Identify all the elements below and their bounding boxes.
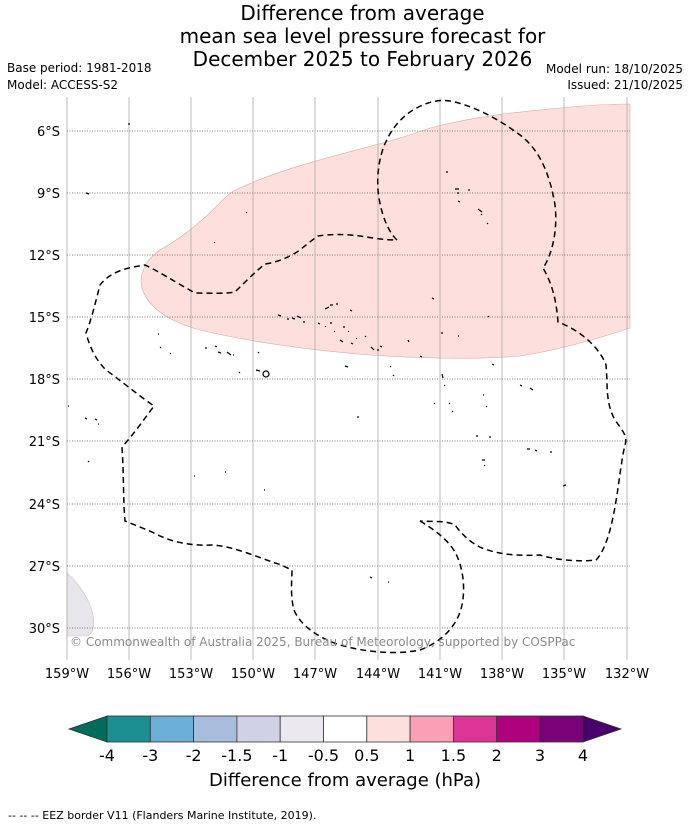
cb-label-4: -1.5: [221, 746, 252, 765]
lat-label-15s: 15°S: [29, 311, 60, 326]
lon-label-135w: 135°W: [542, 667, 586, 682]
cb-label-12: 4: [578, 746, 588, 765]
lat-label-27s: 27°S: [29, 560, 60, 575]
colorbar-bin-8: [409, 715, 454, 743]
colorbar: [67, 715, 623, 743]
eez-footnote: -- -- -- EEZ border V11 (Flanders Marine…: [8, 809, 317, 822]
cb-label-1: -4: [99, 746, 115, 765]
title-line-3: December 2025 to February 2026: [192, 47, 533, 71]
latitude-labels: 6°S 9°S 12°S 15°S 18°S 21°S 24°S 27°S 30…: [29, 125, 60, 637]
cb-label-7: 0.5: [354, 746, 379, 765]
cb-label-5: -1: [272, 746, 288, 765]
colorbar-bin-9: [452, 715, 498, 743]
colorbar-labels: -4 -3 -2 -1.5 -1 -0.5 0.5 1 1.5 2 3 4: [99, 746, 588, 765]
lat-label-9s: 9°S: [37, 187, 60, 202]
colorbar-bin-11: [539, 715, 584, 743]
lat-label-6s: 6°S: [37, 125, 60, 140]
cb-label-11: 3: [535, 746, 545, 765]
colorbar-bin-6: [323, 715, 368, 743]
lat-label-18s: 18°S: [29, 373, 60, 388]
colorbar-bin-3: [193, 715, 238, 743]
lon-label-159w: 159°W: [45, 667, 89, 682]
longitude-labels: 159°W 156°W 153°W 150°W 147°W 144°W 141°…: [45, 667, 649, 682]
colorbar-bin-2: [149, 715, 195, 743]
colorbar-bin-4: [236, 715, 281, 743]
colorbar-under-arrow: [67, 715, 108, 743]
lon-label-153w: 153°W: [169, 667, 213, 682]
cb-label-2: -3: [142, 746, 158, 765]
lon-label-147w: 147°W: [293, 667, 337, 682]
lon-label-138w: 138°W: [480, 667, 524, 682]
lat-label-21s: 21°S: [29, 435, 60, 450]
model-run: Model run: 18/10/2025: [545, 62, 683, 76]
colorbar-bin-1: [106, 715, 151, 743]
land-patch-southwest: [66, 572, 95, 637]
cb-label-9: 1.5: [441, 746, 466, 765]
lon-label-141w: 141°W: [418, 667, 462, 682]
base-period: Base period: 1981-2018: [7, 61, 152, 75]
lon-label-144w: 144°W: [356, 667, 400, 682]
colorbar-title: Difference from average (hPa): [208, 770, 482, 791]
lat-label-30s: 30°S: [29, 622, 60, 637]
lon-label-150w: 150°W: [231, 667, 275, 682]
model-name: Model: ACCESS-S2: [7, 78, 119, 92]
lon-label-132w: 132°W: [605, 667, 649, 682]
colorbar-bin-7: [366, 715, 411, 743]
title-line-2: mean sea level pressure forecast for: [179, 24, 546, 48]
colorbar-bin-5: [279, 715, 324, 743]
islands: [68, 123, 567, 583]
cb-label-10: 2: [492, 746, 502, 765]
cb-label-3: -2: [186, 746, 202, 765]
longitude-gridlines: [66, 97, 628, 660]
lat-label-24s: 24°S: [29, 498, 60, 513]
anomaly-region-positive: [140, 103, 631, 359]
colorbar-over-arrow: [582, 715, 623, 743]
issued-date: Issued: 21/10/2025: [567, 78, 683, 92]
lat-label-12s: 12°S: [29, 249, 60, 264]
colorbar-bin-10: [496, 715, 541, 743]
cb-label-6: -0.5: [308, 746, 339, 765]
cb-label-8: 1: [405, 746, 415, 765]
lon-label-156w: 156°W: [107, 667, 151, 682]
eez-borders: [85, 99, 627, 654]
copyright-credit: © Commonwealth of Australia 2025, Bureau…: [70, 635, 575, 649]
title-line-1: Difference from average: [240, 1, 485, 25]
